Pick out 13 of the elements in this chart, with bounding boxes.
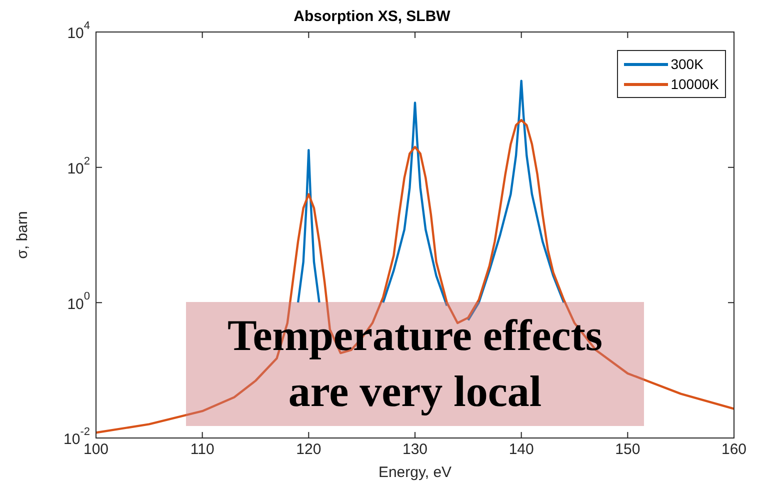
- legend-label: 10000K: [670, 76, 719, 92]
- x-tick-label: 160: [721, 441, 747, 458]
- chart-title: Absorption XS, SLBW: [294, 8, 452, 26]
- x-tick-label: 130: [402, 441, 428, 458]
- x-tick-label: 100: [83, 441, 109, 458]
- x-tick-label: 110: [190, 441, 214, 458]
- x-tick-label: 150: [615, 441, 640, 458]
- x-tick-label: 140: [508, 441, 534, 458]
- x-tick-label: 120: [296, 441, 322, 458]
- y-axis-title: σ, barn: [14, 211, 32, 259]
- annotation: Temperature effects are very local: [226, 310, 604, 418]
- x-axis-title: Energy, eV: [378, 464, 452, 482]
- legend-label: 300K: [670, 56, 704, 72]
